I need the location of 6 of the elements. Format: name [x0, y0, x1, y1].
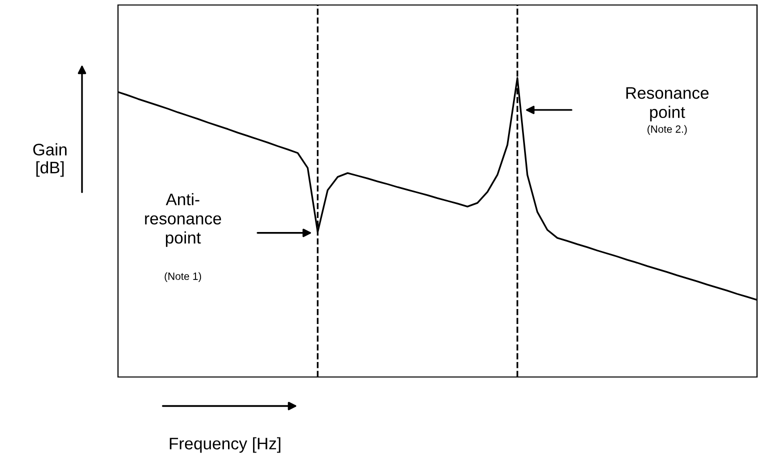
annotation: (Note 2.) [648, 125, 687, 135]
annotation: Resonance point [626, 87, 709, 122]
y-axis-title: Gain [dB] [33, 143, 67, 177]
annotation: (Note 1) [164, 272, 202, 282]
x-axis-title: Frequency [Hz] [170, 437, 280, 453]
annotation: Anti- resonance point [145, 193, 222, 247]
